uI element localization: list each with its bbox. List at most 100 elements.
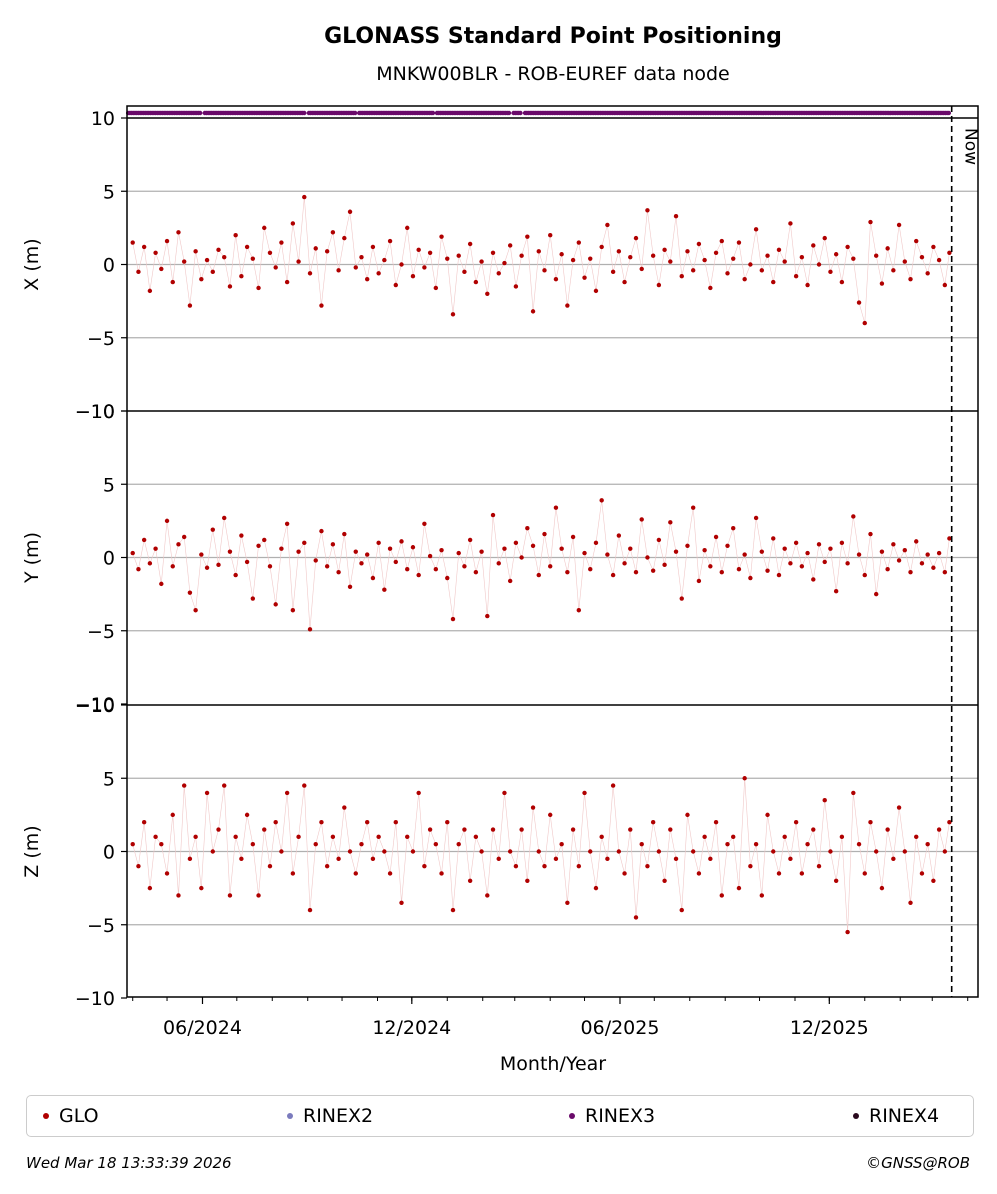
x-tick-label: 12/2025	[790, 1017, 869, 1039]
data-point-y	[708, 564, 713, 569]
data-point-x	[485, 291, 490, 296]
chart-canvas: GLONASS Standard Point Positioning MNKW0…	[21, 24, 981, 1075]
data-point-z	[433, 841, 439, 847]
data-point-z	[559, 841, 564, 847]
data-point-y	[851, 514, 856, 519]
data-point-z	[793, 820, 799, 825]
data-point-z	[799, 871, 805, 876]
data-point-z	[782, 834, 787, 840]
data-point-z	[725, 841, 730, 847]
data-point-z	[593, 885, 599, 891]
data-point-y	[639, 517, 644, 522]
data-point-z	[330, 834, 336, 840]
y-tick-label-z: −10	[75, 695, 115, 717]
data-point-y	[616, 533, 622, 538]
data-point-x	[553, 276, 559, 282]
data-point-x	[565, 303, 570, 308]
data-point-y	[490, 512, 496, 518]
y-axis-label-y: Y (m)	[21, 532, 43, 584]
data-point-y	[153, 546, 158, 551]
data-point-z	[399, 900, 404, 905]
data-point-z	[159, 841, 164, 847]
data-point-y	[290, 608, 296, 613]
data-point-y	[273, 602, 278, 607]
data-point-z	[702, 834, 707, 840]
data-point-y	[365, 552, 370, 557]
data-point-z	[296, 834, 301, 840]
data-point-z	[250, 841, 256, 847]
data-point-x	[250, 256, 256, 261]
data-point-y	[816, 542, 822, 547]
data-point-y	[936, 550, 942, 556]
data-point-y	[222, 515, 227, 521]
data-point-y	[462, 564, 467, 569]
data-point-y	[759, 549, 765, 554]
legend-item-rinex2: RINEX2	[287, 1096, 373, 1135]
data-point-z	[227, 893, 233, 898]
data-point-y	[382, 587, 387, 592]
data-point-x	[742, 276, 747, 282]
data-point-y	[427, 553, 433, 559]
data-point-x	[874, 253, 879, 258]
data-point-x	[244, 244, 250, 250]
data-point-y	[570, 534, 576, 540]
data-point-y	[925, 552, 930, 557]
data-point-z	[416, 790, 421, 796]
data-point-z	[947, 820, 952, 825]
data-point-x	[302, 194, 307, 200]
data-point-y	[204, 565, 210, 570]
data-point-z	[290, 871, 296, 876]
data-point-z	[485, 893, 490, 898]
data-point-x	[405, 225, 410, 231]
y-tick-label-y: 0	[103, 548, 115, 570]
data-point-x	[319, 303, 324, 308]
data-point-y	[765, 568, 770, 573]
data-point-y	[319, 528, 324, 534]
data-point-z	[439, 871, 444, 876]
data-point-z	[753, 841, 759, 847]
data-point-z	[273, 820, 278, 825]
data-point-y	[799, 564, 805, 569]
data-point-y	[656, 537, 662, 543]
data-point-y	[931, 565, 936, 570]
data-point-z	[668, 827, 673, 832]
data-point-y	[376, 540, 381, 546]
data-point-x	[227, 284, 233, 289]
data-point-z	[685, 812, 690, 818]
data-point-y	[525, 526, 530, 531]
data-point-x	[153, 250, 158, 255]
data-point-z	[233, 834, 238, 840]
y-tick-label-z: −5	[87, 915, 115, 937]
data-point-z	[525, 878, 530, 883]
data-point-z	[324, 863, 330, 869]
data-point-x	[639, 266, 644, 272]
data-point-z	[130, 841, 135, 847]
data-point-z	[530, 805, 536, 810]
data-point-x	[256, 285, 261, 291]
data-point-x	[410, 274, 416, 279]
data-point-x	[473, 279, 479, 285]
data-point-y	[868, 531, 873, 537]
data-point-z	[262, 827, 267, 832]
data-point-y	[456, 550, 461, 556]
data-point-x	[616, 249, 622, 254]
data-point-z	[164, 871, 170, 876]
data-point-z	[570, 827, 576, 832]
data-point-z	[576, 863, 582, 869]
data-point-x	[708, 285, 713, 291]
data-point-z	[656, 849, 662, 854]
data-point-x	[628, 254, 633, 260]
data-point-y	[622, 561, 627, 566]
data-point-z	[176, 893, 181, 898]
data-point-x	[399, 262, 404, 267]
data-point-x	[130, 240, 135, 245]
data-point-z	[833, 878, 839, 883]
data-point-x	[914, 238, 919, 244]
data-point-x	[685, 249, 690, 254]
data-point-z	[336, 856, 341, 862]
chart-subtitle: MNKW00BLR - ROB-EUREF data node	[376, 63, 730, 85]
legend-label-rinex4: RINEX4	[869, 1104, 940, 1127]
data-point-z	[370, 856, 376, 862]
data-point-z	[136, 863, 141, 869]
data-point-x	[753, 227, 759, 232]
